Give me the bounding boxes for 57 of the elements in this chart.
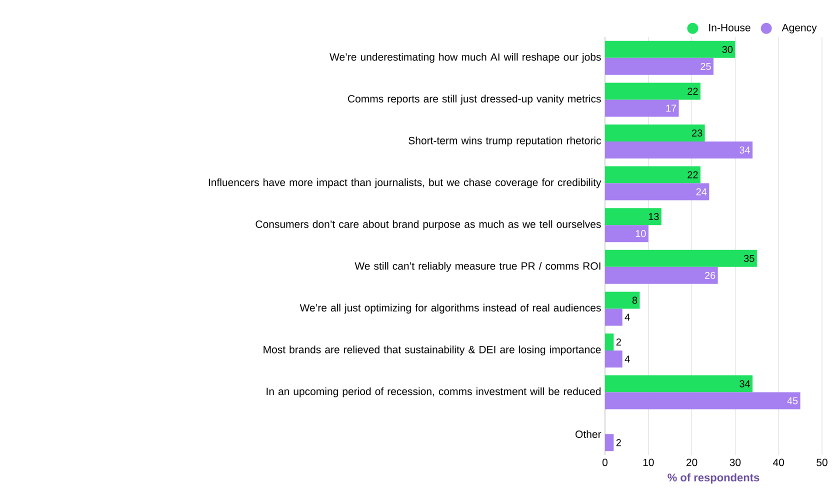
bar: [605, 392, 800, 410]
y-tick-label: Most brands are relieved that sustainability & DEI are losing importance: [264, 346, 601, 356]
data-label: 13: [648, 213, 659, 220]
data-label: 26: [705, 272, 716, 279]
y-tick-label: Consumers don’t care about brand purpose as much as we tell ourselves: [256, 220, 601, 230]
data-label: 2: [616, 338, 621, 346]
data-label: 8: [632, 296, 638, 304]
data-label: 23: [692, 129, 702, 137]
bar: [605, 434, 614, 452]
x-tick-label: 40: [772, 458, 784, 466]
bar: [605, 142, 753, 158]
x-tick-label: 0: [602, 458, 608, 466]
data-label: 22: [688, 88, 698, 95]
data-label: 35: [744, 254, 754, 262]
bar: [605, 100, 679, 117]
y-tick-label: Short-term wins trump reputation rhetoric: [408, 136, 601, 146]
y-tick-label: In an upcoming period of recession, comms investment will be reduced: [266, 387, 601, 398]
data-label: 34: [740, 380, 750, 388]
data-label: 34: [740, 146, 750, 154]
data-label: 2: [616, 439, 621, 446]
bar: [605, 124, 705, 142]
bar: [605, 350, 622, 368]
x-tick-label: 50: [816, 458, 828, 466]
x-axis-title: % of respondents: [668, 473, 760, 484]
data-label: 4: [624, 314, 630, 321]
x-tick-label: 10: [643, 458, 654, 466]
bar: [605, 250, 757, 267]
bar: [605, 58, 714, 75]
bar: [605, 183, 710, 200]
data-label: 24: [696, 188, 707, 196]
data-label: 22: [688, 171, 698, 178]
y-tick-label: We’re all just optimizing for algorithms instead of real audiences: [300, 304, 601, 314]
y-tick-label: Other: [576, 430, 602, 438]
legend-label: Agency: [782, 24, 817, 34]
bar: [605, 208, 662, 226]
bar: [605, 40, 736, 58]
data-label: 25: [700, 62, 711, 70]
data-label: 10: [636, 230, 646, 238]
x-tick-label: 30: [730, 458, 741, 466]
data-label: 30: [722, 46, 733, 53]
bar: [605, 266, 718, 284]
y-tick-label: Influencers have more impact than journalists, but we chase coverage for credibility: [208, 178, 602, 188]
y-tick-label: We still can’t reliably measure true PR / comms ROI: [354, 262, 600, 272]
bar: [605, 292, 640, 309]
data-label: 4: [624, 356, 630, 362]
data-label: 45: [787, 397, 798, 404]
bar: [605, 334, 614, 351]
y-tick-label: We’re underestimating how much AI will reshape our jobs: [330, 53, 601, 63]
bar: [605, 308, 622, 326]
y-tick-label: Comms reports are still just dressed-up vanity metrics: [348, 94, 601, 105]
bar: [605, 82, 700, 100]
data-label: 17: [666, 104, 676, 112]
legend-label: In-House: [709, 24, 750, 32]
bar: [605, 166, 700, 184]
bar: [605, 375, 753, 392]
bar: [605, 225, 648, 242]
x-tick-label: 20: [686, 458, 698, 466]
